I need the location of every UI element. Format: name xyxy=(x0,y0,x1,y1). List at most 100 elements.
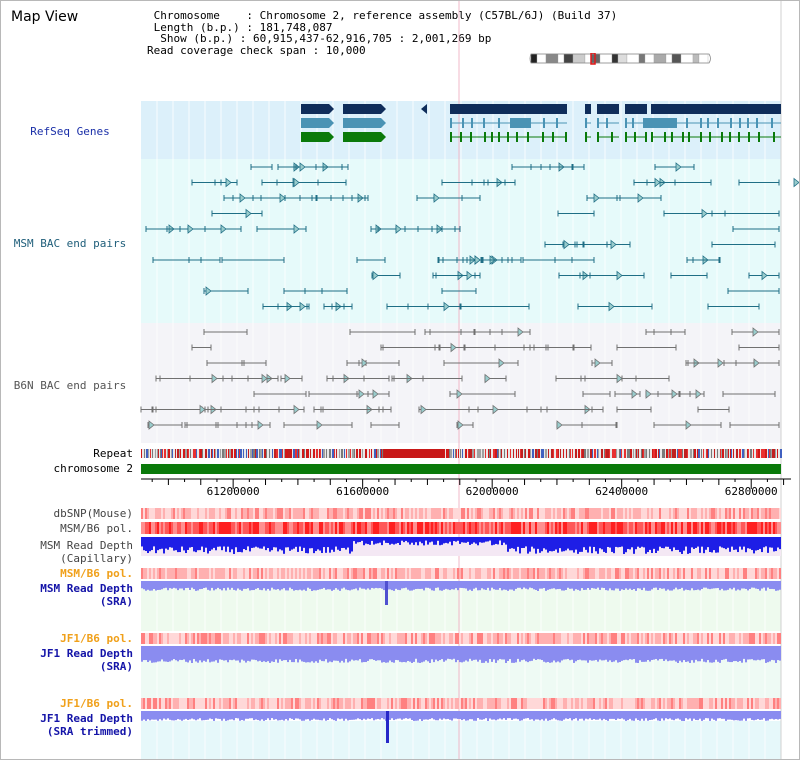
msm-pol-bin xyxy=(759,522,761,534)
track-label-msm-pol-sra[interactable]: MSM/B6 pol. xyxy=(60,567,133,580)
jf1-pol-bin xyxy=(479,633,481,644)
jf1-sra-depth-bar xyxy=(499,646,501,659)
jf1-pol-bin xyxy=(263,633,265,644)
msm-pol-sra-bin xyxy=(307,568,309,579)
jf1-pol-trim-bin xyxy=(465,698,467,709)
repeat-element xyxy=(563,449,564,458)
msm-capillary-depth-bar xyxy=(235,537,237,548)
msm-pol-sra-bin xyxy=(545,568,547,579)
chromosome-bar[interactable] xyxy=(141,464,781,474)
dbsnp-bin xyxy=(141,508,143,519)
msm-pol-bin xyxy=(409,522,411,534)
msm-capillary-depth-bar xyxy=(203,537,205,553)
msm-capillary-depth-bar xyxy=(547,537,549,553)
track-label-msm-capillary[interactable]: MSM Read Depth (Capillary) xyxy=(40,539,133,565)
msm-sra-depth-bar xyxy=(163,581,165,589)
chromosome-ideogram[interactable] xyxy=(529,53,713,65)
track-label-jf1-trimmed[interactable]: JF1 Read Depth (SRA trimmed) xyxy=(40,712,133,738)
jf1-trim-depth-bar xyxy=(341,711,343,719)
dbsnp-bin xyxy=(653,508,655,519)
repeat-element xyxy=(298,449,299,458)
jf1-pol-trim-bin xyxy=(561,698,563,709)
jf1-pol-trim-bin xyxy=(273,698,275,709)
msm-bac-pairs-track[interactable] xyxy=(145,162,799,312)
msm-pol-bin xyxy=(191,522,193,534)
jf1-pol-bin xyxy=(177,633,179,644)
msm-capillary-depth-bar xyxy=(523,537,525,548)
jf1-pol-trim-bin xyxy=(155,698,157,709)
repeat-track[interactable] xyxy=(141,449,782,458)
msm-capillary-depth-bar xyxy=(301,537,303,552)
msm-pol-bin xyxy=(369,522,371,534)
msm-sra-depth-bar xyxy=(701,581,703,590)
track-label-jf1-pol[interactable]: JF1/B6 pol. xyxy=(60,632,133,645)
jf1-trim-depth-bar xyxy=(779,711,781,719)
msm-pol-sra-bin xyxy=(263,568,265,579)
refseq-gene-track[interactable] xyxy=(301,104,781,142)
jf1-pol-bin xyxy=(661,633,663,644)
msm-sra-depth-bar xyxy=(283,581,285,589)
jf1-pol-trim-bin xyxy=(213,698,215,709)
msm-pol-sra-bin xyxy=(395,568,397,579)
dbsnp-bin xyxy=(371,508,373,519)
jf1-pol-trim-bin xyxy=(169,698,171,709)
msm-pol-sra-bin xyxy=(435,568,437,579)
jf1-trim-depth-bar xyxy=(357,711,359,719)
jf1-trim-depth-bar xyxy=(265,711,267,720)
msm-capillary-depth-bar xyxy=(725,537,727,550)
msm-pol-sra-bin xyxy=(577,568,579,579)
msm-capillary-depth-bar xyxy=(515,537,517,552)
jf1-pol-bin xyxy=(261,633,263,644)
track-label-msm-pol[interactable]: MSM/B6 pol. xyxy=(60,522,133,535)
track-label-jf1-sra[interactable]: JF1 Read Depth (SRA) xyxy=(40,647,133,673)
jf1-pol-trim-bin xyxy=(413,698,415,709)
msm-pol-sra-bin xyxy=(645,568,647,579)
jf1-trim-depth-bar xyxy=(683,711,685,721)
quantitative-tracks[interactable] xyxy=(141,508,781,743)
msm-pol-bin xyxy=(587,522,589,534)
jf1-trim-depth-bar xyxy=(411,711,413,721)
jf1-pol-trim-bin xyxy=(537,698,539,709)
axis-tick-label: 61200000 xyxy=(206,485,260,498)
jf1-pol-trim-bin xyxy=(403,698,405,709)
msm-sra-depth-bar xyxy=(361,581,363,589)
dbsnp-bin xyxy=(399,508,401,519)
jf1-pol-bin xyxy=(143,633,145,644)
track-label-msm-bac[interactable]: MSM BAC end pairs xyxy=(13,237,127,250)
b6n-bac-pairs-track[interactable] xyxy=(140,327,780,430)
msm-pol-bin xyxy=(637,522,639,534)
msm-capillary-depth-bar xyxy=(755,537,757,551)
track-label-msm-sra[interactable]: MSM Read Depth (SRA) xyxy=(40,582,133,608)
dbsnp-bin xyxy=(181,508,183,519)
jf1-pol-trim-bin xyxy=(185,698,187,709)
track-label-repeat[interactable]: Repeat xyxy=(93,447,133,460)
track-label-refseq[interactable]: RefSeq Genes xyxy=(30,125,110,138)
msm-sra-depth-bar xyxy=(379,581,381,589)
repeat-element xyxy=(262,449,263,458)
dbsnp-bin xyxy=(749,508,751,519)
gene-block xyxy=(343,104,381,114)
track-label-dbsnp[interactable]: dbSNP(Mouse) xyxy=(53,507,133,520)
msm-sra-depth-bar xyxy=(487,581,489,588)
jf1-pol-trim-bin xyxy=(243,698,245,709)
jf1-sra-depth-bar xyxy=(583,646,585,661)
dbsnp-bin xyxy=(261,508,263,519)
jf1-trim-depth-bar xyxy=(215,711,217,719)
msm-sra-depth-bar xyxy=(699,581,701,591)
msm-sra-depth-bar xyxy=(225,581,227,591)
track-label-b6n-bac[interactable]: B6N BAC end pairs xyxy=(13,379,127,392)
dbsnp-bin xyxy=(639,508,641,519)
jf1-sra-depth-bar xyxy=(397,646,399,661)
jf1-sra-depth-bar xyxy=(573,646,575,663)
dbsnp-bin xyxy=(253,508,255,519)
jf1-pol-trim-bin xyxy=(741,698,743,709)
repeat-element xyxy=(150,449,151,458)
msm-capillary-depth-bar xyxy=(491,537,493,546)
jf1-pol-bin xyxy=(779,633,781,644)
msm-sra-depth-bar xyxy=(153,581,155,590)
jf1-trim-depth-bar xyxy=(307,711,309,720)
repeat-element xyxy=(202,449,203,458)
track-label-jf1-pol-trimmed[interactable]: JF1/B6 pol. xyxy=(60,697,133,710)
jf1-pol-bin xyxy=(211,633,213,644)
